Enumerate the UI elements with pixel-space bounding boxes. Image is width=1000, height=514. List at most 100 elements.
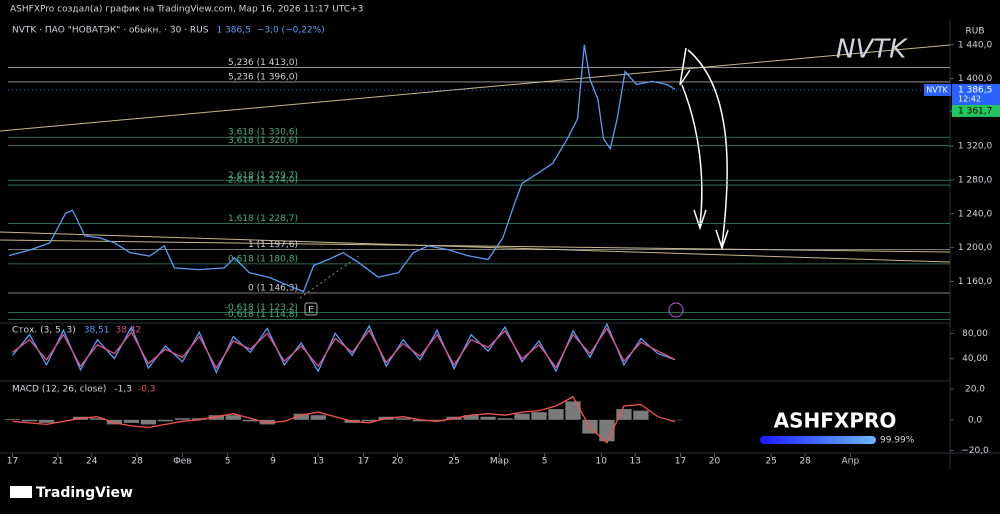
histogram-bar (565, 401, 581, 420)
histogram-bar (38, 419, 55, 423)
x-tick-label: 24 (86, 457, 98, 467)
histogram-bar (106, 419, 123, 425)
pane-title: NVTK · ПАО "НОВАТЭК" · обыкн. · 30 · RUS (12, 26, 209, 36)
level-label: 0 (1 146,3) (248, 284, 298, 294)
x-tick-label: 17 (7, 457, 18, 467)
y-tick-label: 1 200,0 (958, 243, 993, 253)
x-tick-label: 25 (448, 457, 459, 467)
histogram-bar (208, 415, 224, 420)
level-label: -0,618 (1 114,8) (225, 310, 298, 320)
x-tick-label: Апр (841, 457, 859, 467)
level-label: 0,618 (1 180,8) (228, 254, 298, 264)
histogram-bar (174, 418, 191, 420)
y-tick-label: 1 400,0 (958, 74, 993, 84)
series-line (12, 395, 676, 444)
level-label: 1 (1 197,6) (248, 240, 298, 250)
x-tick-label: 17 (675, 457, 686, 467)
y-tick-label: 1 160,0 (958, 277, 993, 287)
watermark: ASHFXPRO (774, 409, 897, 433)
marker-box (304, 302, 318, 316)
x-tick-label: 13 (630, 457, 641, 467)
y-tick-label: 80,00 (962, 329, 988, 339)
level-label: 5,236 (1 413,0) (228, 58, 298, 68)
y-tick-label: 40,00 (962, 354, 988, 364)
brand: TradingView (36, 485, 133, 501)
x-tick-label: Фев (173, 457, 192, 467)
pane-title: MACD (12, 26, close) (12, 385, 106, 395)
level-label: 5,236 (1 396,0) (228, 72, 298, 82)
trend-line (0, 231, 951, 263)
histogram-bar (429, 419, 445, 422)
y-tick-label: 20,0 (965, 385, 985, 395)
x-tick-label: 13 (312, 457, 323, 467)
x-tick-label: 5 (542, 457, 548, 467)
histogram-bar (191, 418, 207, 420)
readout: 38,51 (84, 326, 110, 336)
arrow (681, 84, 707, 231)
histogram-bar (548, 409, 564, 420)
annotation: NVTK (836, 35, 908, 65)
y-tick-label: 1 280,0 (958, 176, 993, 186)
level-label: 1,618 (1 228,7) (228, 214, 298, 224)
currency: RUB (965, 27, 984, 37)
marker-label: 1 361,7 (958, 106, 992, 116)
marker: E (308, 306, 314, 316)
histogram-bar (480, 416, 496, 420)
histogram-bar (293, 413, 309, 420)
histogram-bar (242, 419, 258, 422)
histogram-bar (412, 419, 428, 422)
level-label: 2,618 (1 274,0) (228, 176, 298, 186)
histogram-bar (531, 412, 547, 420)
histogram-bar (4, 419, 21, 420)
pane-title: Стох. (3, 5, 3) (12, 326, 76, 336)
y-tick-label: 1 320,0 (958, 142, 993, 152)
x-tick-label: 5 (225, 457, 231, 467)
y-tick-label: 1 240,0 (958, 209, 993, 219)
last-price-tag (952, 83, 1000, 105)
arrow (679, 47, 729, 251)
x-tick-label: 20 (392, 457, 404, 467)
series-line (8, 44, 676, 293)
last-price-label: 1 386,5 (958, 85, 992, 95)
trend-line (0, 44, 951, 132)
x-tick-label: 28 (131, 457, 143, 467)
readout: 38,42 (116, 326, 142, 336)
progress-bar (760, 436, 876, 444)
x-tick-label: 9 (270, 457, 276, 467)
histogram-bar (259, 419, 275, 425)
event-icon (668, 302, 684, 318)
x-tick-label: 20 (709, 457, 721, 467)
symbol-tag (924, 83, 951, 96)
marker-tag (952, 104, 1000, 117)
readout: 1 386,5 (216, 26, 250, 36)
x-tick-label: 21 (52, 457, 63, 467)
histogram-bar (225, 415, 241, 420)
level-label: 3,618 (1 320,6) (228, 136, 298, 146)
histogram-bar (140, 419, 157, 425)
y-tick-label: 1 440,0 (958, 40, 993, 50)
histogram-bar (463, 415, 479, 420)
histogram-bar (633, 410, 649, 420)
level-label: 2,618 (1 279,7) (228, 171, 298, 181)
readout: −3,0 (−0,22%) (257, 26, 325, 36)
x-tick-label: 28 (799, 457, 811, 467)
x-tick-label: 10 (596, 457, 608, 467)
histogram-bar (514, 413, 530, 420)
symbol-label: NVTK (926, 85, 948, 94)
credit: ASHFXPro создал(а) график на TradingView… (10, 5, 363, 15)
series-line (12, 327, 676, 370)
readout: -1,3 (114, 385, 132, 395)
histogram-bar (310, 415, 326, 420)
level-label: 3,618 (1 330,6) (228, 128, 298, 138)
histogram-bar (157, 419, 174, 422)
progress-label: 99.99% (880, 436, 915, 446)
histogram-bar (123, 419, 140, 423)
histogram-bar (497, 418, 513, 420)
level-label: -0,618 (1 123,2) (225, 303, 298, 313)
y-tick-label: 0,0 (968, 415, 983, 425)
y-tick-label: −20,0 (961, 446, 989, 456)
histogram-bar (361, 419, 377, 422)
x-tick-label: 17 (358, 457, 369, 467)
